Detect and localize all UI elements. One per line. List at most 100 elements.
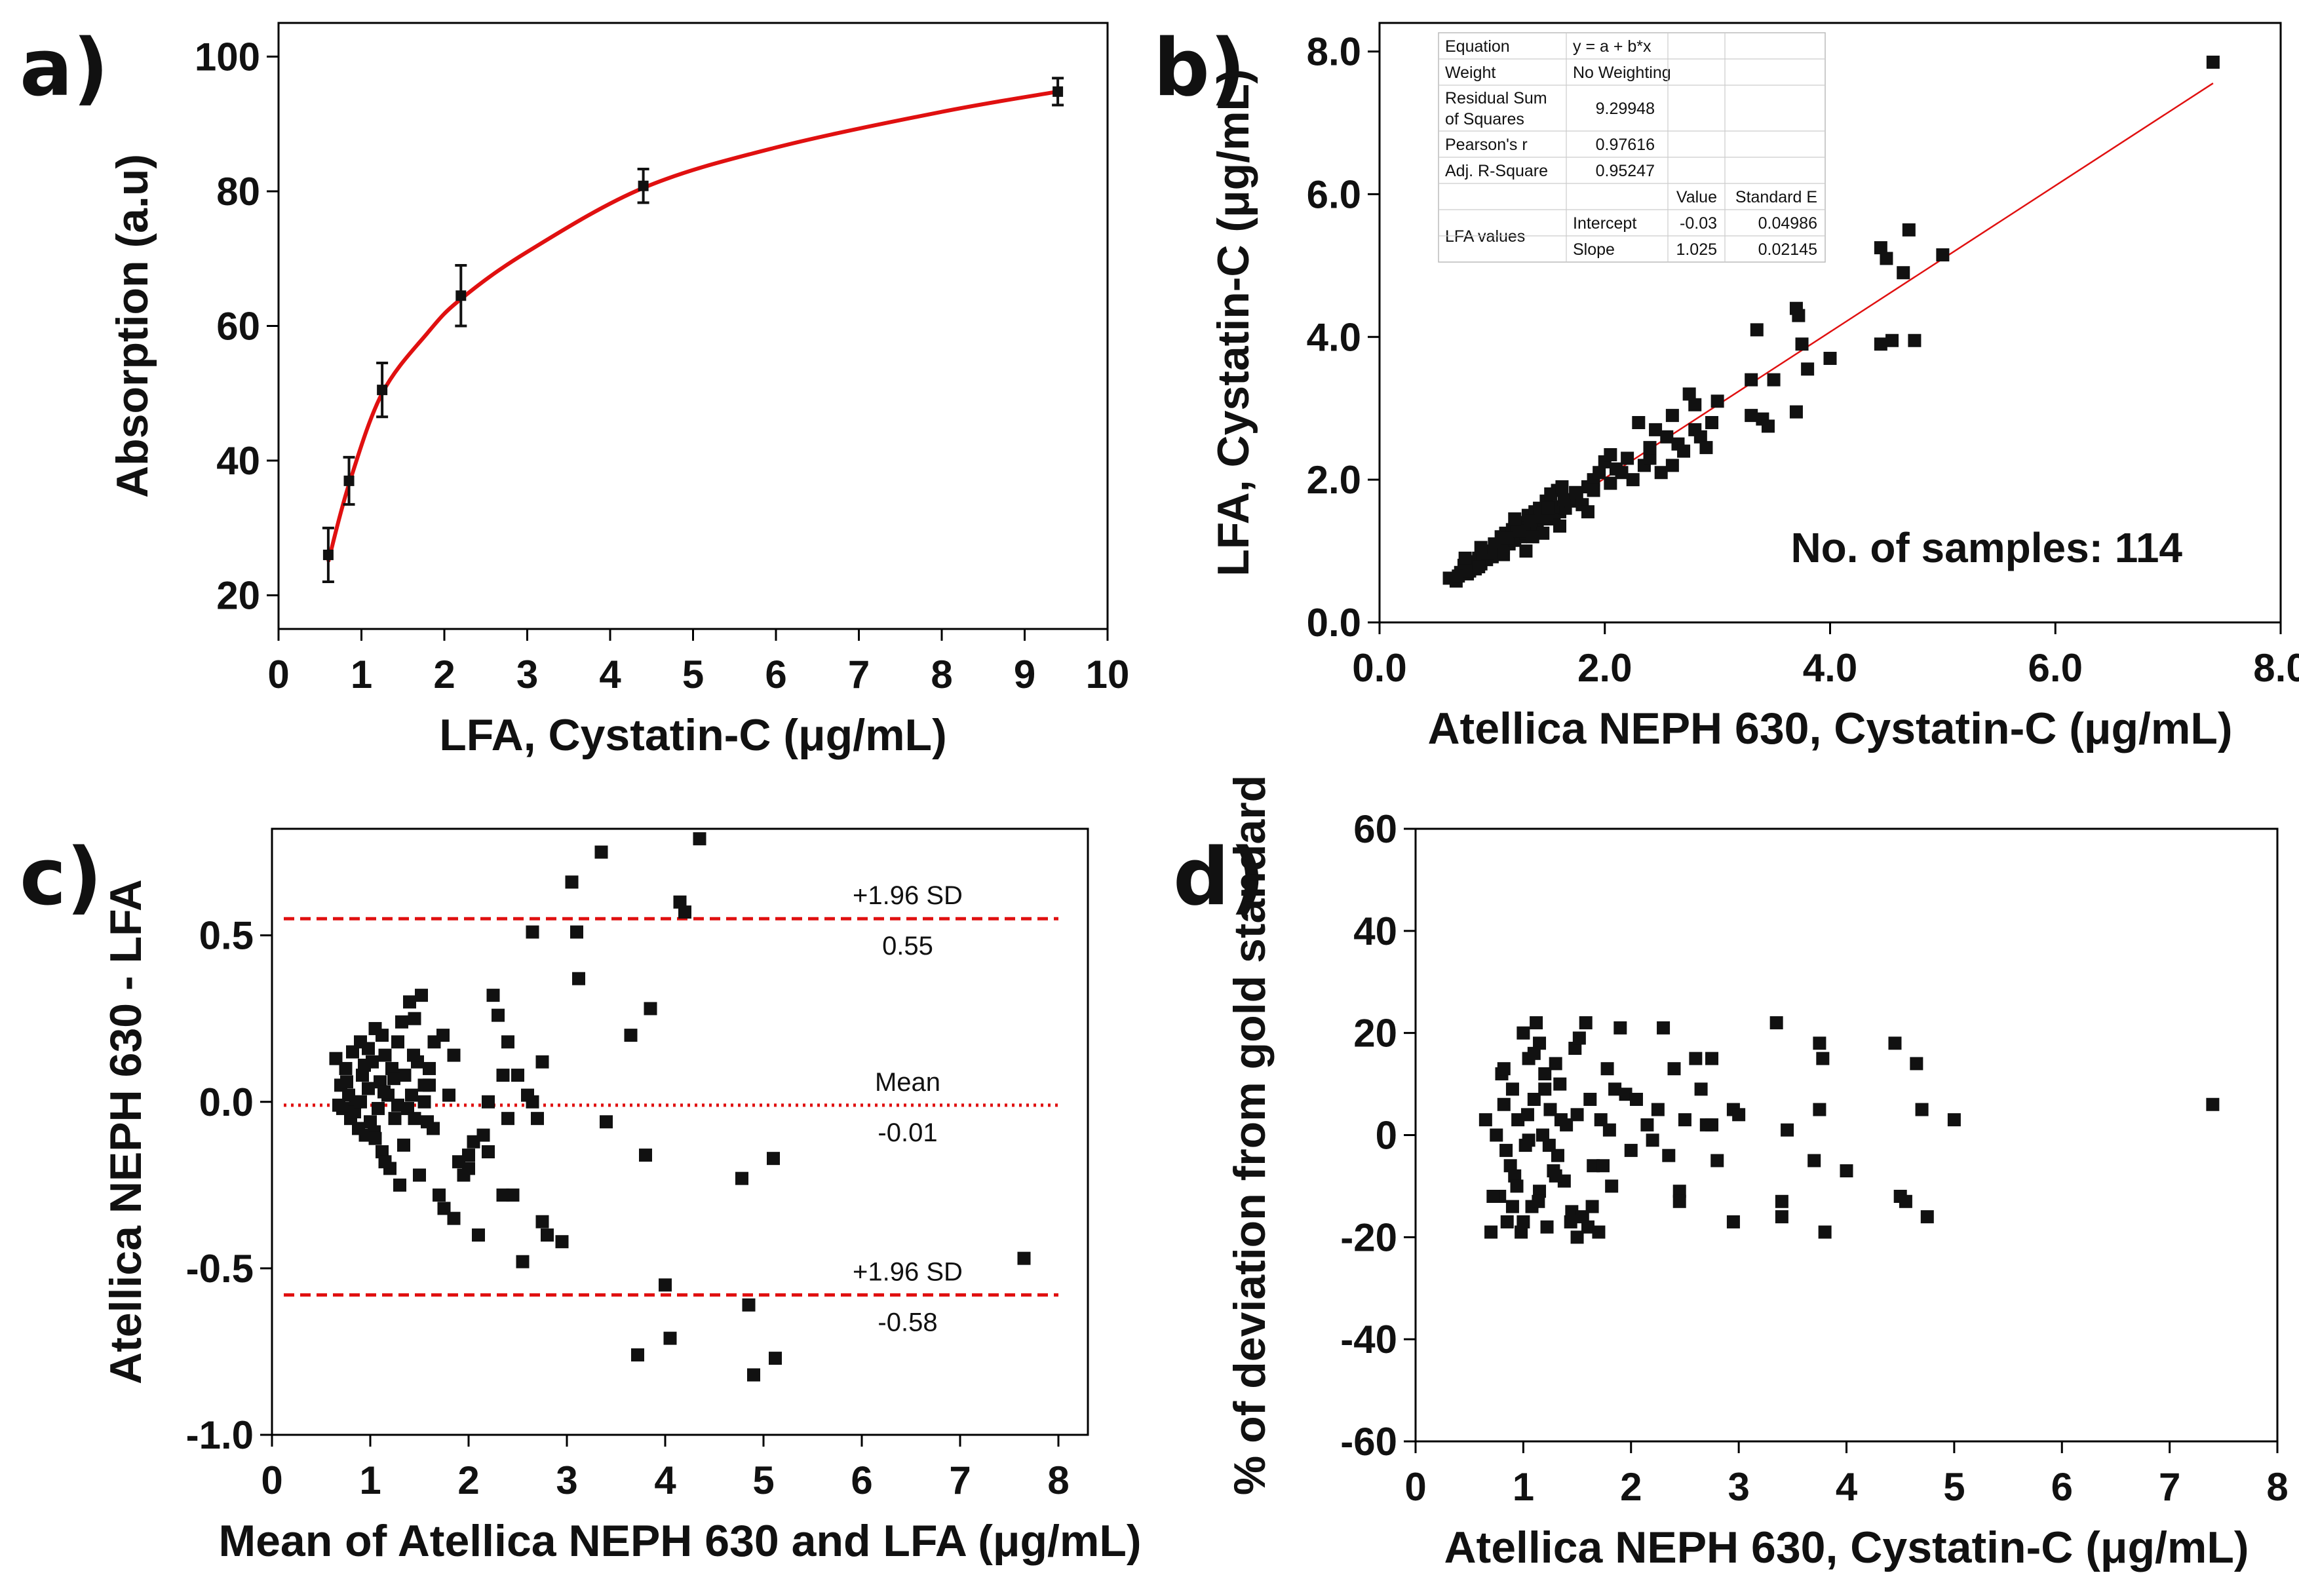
d-data-point xyxy=(1840,1164,1853,1178)
c-data-point xyxy=(501,1112,514,1126)
d-data-point xyxy=(1522,1133,1536,1147)
b-stats-cell: Residual Sum xyxy=(1445,89,1547,107)
c-x-tick-label: 5 xyxy=(752,1458,774,1502)
d-data-point xyxy=(1818,1225,1832,1239)
b-data-point xyxy=(1880,252,1893,265)
d-data-point xyxy=(1694,1082,1708,1096)
c-data-point xyxy=(362,1042,375,1055)
c-data-point xyxy=(526,1095,539,1109)
d-data-point xyxy=(1619,1088,1632,1101)
a-x-tick-label: 1 xyxy=(351,653,372,696)
c-data-point xyxy=(526,925,539,939)
c-data-point xyxy=(462,1149,475,1162)
d-data-point xyxy=(1662,1149,1676,1162)
c-data-point xyxy=(376,1145,389,1158)
d-data-point xyxy=(1592,1225,1606,1239)
c-data-point xyxy=(436,1029,450,1042)
b-stats-cell: Pearson's r xyxy=(1445,136,1528,154)
c-data-point xyxy=(376,1029,389,1042)
c-data-point xyxy=(442,1088,455,1102)
a-x-tick-label: 3 xyxy=(516,653,538,696)
d-data-point xyxy=(1575,1210,1589,1224)
c-data-point xyxy=(555,1235,569,1249)
c-x-tick-label: 3 xyxy=(556,1458,577,1502)
a-data-point xyxy=(343,475,355,486)
a-x-tick-label: 8 xyxy=(931,653,952,696)
c-data-point xyxy=(570,925,583,939)
c-data-point xyxy=(735,1171,748,1185)
b-data-point xyxy=(1677,444,1691,458)
c-data-point xyxy=(501,1035,514,1049)
d-data-point xyxy=(1520,1108,1534,1122)
b-data-point xyxy=(1621,451,1634,465)
d-x-tick-label: 0 xyxy=(1404,1465,1426,1509)
b-data-point xyxy=(1682,387,1696,401)
c-data-point xyxy=(387,1072,400,1086)
d-data-point xyxy=(1478,1113,1492,1127)
d-data-point xyxy=(1538,1082,1552,1096)
b-data-point xyxy=(1519,544,1533,558)
c-data-point xyxy=(496,1188,510,1202)
d-x-tick-label: 7 xyxy=(2159,1465,2180,1509)
d-data-point xyxy=(1542,1139,1556,1152)
d-data-point xyxy=(1781,1123,1794,1137)
b-data-point xyxy=(1593,466,1606,480)
b-sample-count: No. of samples: 114 xyxy=(1790,524,2182,571)
a-y-tick-label: 60 xyxy=(216,305,260,349)
c-ref-label-lower: +1.96 SD xyxy=(853,1258,963,1287)
b-data-point xyxy=(1513,524,1526,538)
b-x-tick-label: 8.0 xyxy=(2253,646,2299,690)
b-data-point xyxy=(1795,337,1809,351)
a-y-tick-label: 40 xyxy=(216,439,260,483)
c-data-point xyxy=(486,989,500,1002)
c-data-point xyxy=(362,1082,375,1095)
c-ref-label-mean: Mean xyxy=(875,1068,940,1097)
b-data-point xyxy=(1665,459,1679,472)
d-data-point xyxy=(1517,1215,1530,1228)
d-data-point xyxy=(1657,1021,1671,1035)
c-data-point xyxy=(535,1055,549,1069)
a-data-point xyxy=(455,290,467,301)
c-data-point xyxy=(378,1048,392,1062)
d-data-point xyxy=(1570,1108,1584,1122)
b-data-point xyxy=(1902,223,1916,237)
c-x-tick-label: 1 xyxy=(359,1458,381,1502)
b-data-point xyxy=(1897,266,1910,280)
d-data-point xyxy=(1602,1123,1616,1137)
d-data-point xyxy=(1920,1210,1934,1224)
d-y-tick-label: 60 xyxy=(1353,807,1397,851)
d-data-point xyxy=(1596,1159,1610,1173)
d-data-point xyxy=(1503,1159,1517,1173)
c-ref-value-mean: -0.01 xyxy=(878,1118,937,1147)
a-data-point xyxy=(377,385,388,396)
chart-panel-a: 0 1 2 3 4 5 6 7 8 9 10 20 40 60 80 100 LFA, Cystatin-C (… xyxy=(107,22,1129,760)
d-data-point xyxy=(1500,1215,1514,1228)
chart-panel-c: 0 1 2 3 4 5 6 7 8 0.5 0.0 -0.5 -1.0 Mean of Atellica … xyxy=(101,827,1142,1566)
c-data-point xyxy=(767,1152,780,1166)
c-data-point xyxy=(639,1149,652,1162)
b-data-point xyxy=(1501,531,1515,545)
d-data-point xyxy=(1775,1210,1788,1224)
a-data-point xyxy=(1053,86,1064,97)
c-data-point xyxy=(417,1095,431,1109)
d-data-point xyxy=(1486,1190,1500,1203)
b-data-point xyxy=(1632,416,1646,429)
d-x-tick-label: 1 xyxy=(1513,1465,1534,1509)
a-x-tick-label: 2 xyxy=(433,653,455,696)
b-data-point xyxy=(1710,394,1724,408)
chart-panel-d: 0 1 2 3 4 5 6 7 8 60 40 20 0 -20 -40 -60 Atellica NEPH 6… xyxy=(1225,775,2289,1572)
d-data-point xyxy=(1899,1194,1912,1208)
b-data-point xyxy=(1801,362,1815,376)
c-data-point xyxy=(397,1138,410,1152)
d-y-tick-label: -40 xyxy=(1340,1318,1397,1361)
c-data-point xyxy=(339,1061,353,1075)
b-stats-table xyxy=(1438,32,1826,263)
d-data-point xyxy=(1585,1200,1599,1213)
c-data-point xyxy=(659,1278,672,1292)
d-data-point xyxy=(1813,1103,1826,1116)
panel-label-b: b) xyxy=(1153,23,1246,114)
c-data-point xyxy=(511,1069,524,1082)
c-x-axis-title: Mean of Atellica NEPH 630 and LFA (μg/mL… xyxy=(218,1516,1141,1566)
d-data-point xyxy=(1579,1016,1593,1030)
